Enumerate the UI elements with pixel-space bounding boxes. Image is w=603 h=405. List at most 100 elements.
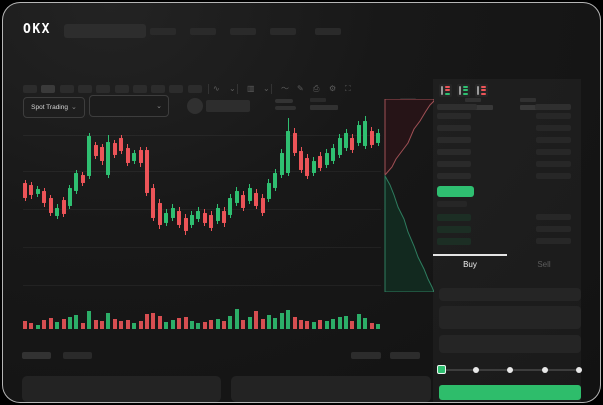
slider-step-dot[interactable] <box>541 367 548 373</box>
slider-step-dot[interactable] <box>576 367 582 373</box>
volume-bar <box>324 321 329 329</box>
slider-step-dot[interactable] <box>472 367 479 373</box>
candle-body <box>337 138 342 155</box>
buy-submit-button[interactable] <box>439 385 581 400</box>
volume-bar <box>215 319 220 329</box>
icon-dash <box>481 92 486 95</box>
search-input[interactable] <box>64 24 146 38</box>
pair-selector-dropdown[interactable]: ⌄ <box>89 95 169 117</box>
ask-price-placeholder <box>437 161 471 167</box>
ask-amount-placeholder <box>536 137 571 143</box>
timeframe-button[interactable] <box>169 85 184 93</box>
settings-gear-icon[interactable]: ⚙ <box>329 84 337 93</box>
volume-bar <box>299 320 304 329</box>
volume-bar <box>344 316 348 329</box>
candle-body <box>100 147 105 161</box>
book-asks-icon[interactable] <box>475 84 488 97</box>
bottom-tab[interactable] <box>22 352 51 359</box>
orderbook-header-amount <box>535 104 571 110</box>
market-type-dropdown[interactable]: Spot Trading ⌄ <box>23 97 85 118</box>
book-bids-icon[interactable] <box>457 84 470 97</box>
volume-bar <box>337 317 342 329</box>
volume-bar <box>196 323 201 329</box>
camera-icon[interactable]: ⎙ <box>313 84 320 93</box>
timeframe-button[interactable] <box>96 85 111 93</box>
candle-body <box>292 133 297 153</box>
icon-bar <box>459 86 461 95</box>
candle-body <box>80 175 85 183</box>
stat-value-placeholder <box>310 105 338 110</box>
nav-item[interactable] <box>230 28 256 35</box>
volume-bar <box>106 313 111 329</box>
chevron-down-icon[interactable]: ⌄ <box>229 84 236 93</box>
fullscreen-icon[interactable]: ⛶ <box>345 84 351 93</box>
timeframe-button[interactable] <box>23 85 37 93</box>
market-toolbar: Spot Trading ⌄ ⌄ <box>3 47 600 118</box>
nav-item[interactable] <box>150 28 176 35</box>
timeframe-button[interactable] <box>114 85 129 93</box>
book-combined-icon[interactable] <box>439 84 452 97</box>
candle-body <box>331 148 336 161</box>
nav-item[interactable] <box>270 28 296 35</box>
candle-body <box>177 211 182 225</box>
bottom-tab[interactable] <box>63 352 92 359</box>
candle-body <box>356 125 361 143</box>
timeframe-button[interactable] <box>187 85 202 93</box>
volume-bar <box>279 313 284 329</box>
indicator-icon[interactable]: ∿ <box>213 84 220 93</box>
candle-body <box>87 136 92 176</box>
ask-amount-placeholder <box>536 173 571 179</box>
chart-type-icon[interactable]: ▥ <box>247 84 255 93</box>
volume-bar <box>144 314 149 329</box>
timeframe-button[interactable] <box>41 85 56 93</box>
volume-bar <box>356 314 361 329</box>
line-tool-icon[interactable]: 〜 <box>281 84 289 93</box>
bottom-action-button[interactable] <box>390 352 420 359</box>
volume-bar <box>177 318 182 329</box>
volume-bar <box>100 321 105 329</box>
volume-bar <box>29 323 34 329</box>
candle-body <box>311 161 316 173</box>
candlestick-chart[interactable] <box>3 99 433 339</box>
candle-body <box>164 213 169 223</box>
timeframe-button[interactable] <box>151 85 166 93</box>
candle-body <box>344 133 348 148</box>
candle-body <box>189 215 194 225</box>
candle-body <box>299 151 304 170</box>
volume-bar <box>170 320 175 329</box>
volume-bar <box>138 321 143 329</box>
chevron-down-icon[interactable]: ⌄ <box>263 84 270 93</box>
timeframe-button[interactable] <box>59 85 74 93</box>
stat-value-placeholder <box>520 105 548 110</box>
volume-bar <box>369 323 374 329</box>
ask-price-placeholder <box>437 149 471 155</box>
timeframe-button[interactable] <box>132 85 147 93</box>
ask-price-placeholder <box>437 113 471 119</box>
slider-handle[interactable] <box>437 365 446 374</box>
candle-body <box>55 208 60 216</box>
icon-dash <box>463 86 468 88</box>
depth-chart <box>384 99 434 292</box>
draw-pencil-icon[interactable]: ✎ <box>297 84 304 93</box>
icon-dash <box>481 86 486 88</box>
volume-bar <box>228 316 233 329</box>
bid-amount-placeholder <box>536 214 571 220</box>
candle-body <box>125 148 130 163</box>
bottom-action-button[interactable] <box>351 352 381 359</box>
order-input-field[interactable] <box>439 306 581 329</box>
order-input-field[interactable] <box>439 335 581 353</box>
timeframe-button[interactable] <box>77 85 92 93</box>
nav-item[interactable] <box>190 28 216 35</box>
tab-buy[interactable]: Buy <box>433 254 507 272</box>
toolbar-separator <box>237 84 238 94</box>
order-input-field[interactable] <box>439 288 581 301</box>
tab-sell[interactable]: Sell <box>537 259 551 269</box>
slider-step-dot[interactable] <box>507 367 513 373</box>
nav-item[interactable] <box>315 28 341 35</box>
volume-bar <box>222 321 227 329</box>
stat-label-placeholder <box>310 98 326 102</box>
okx-logo: OKX <box>23 22 51 37</box>
candle-body <box>266 183 271 199</box>
last-price-placeholder <box>275 99 293 103</box>
